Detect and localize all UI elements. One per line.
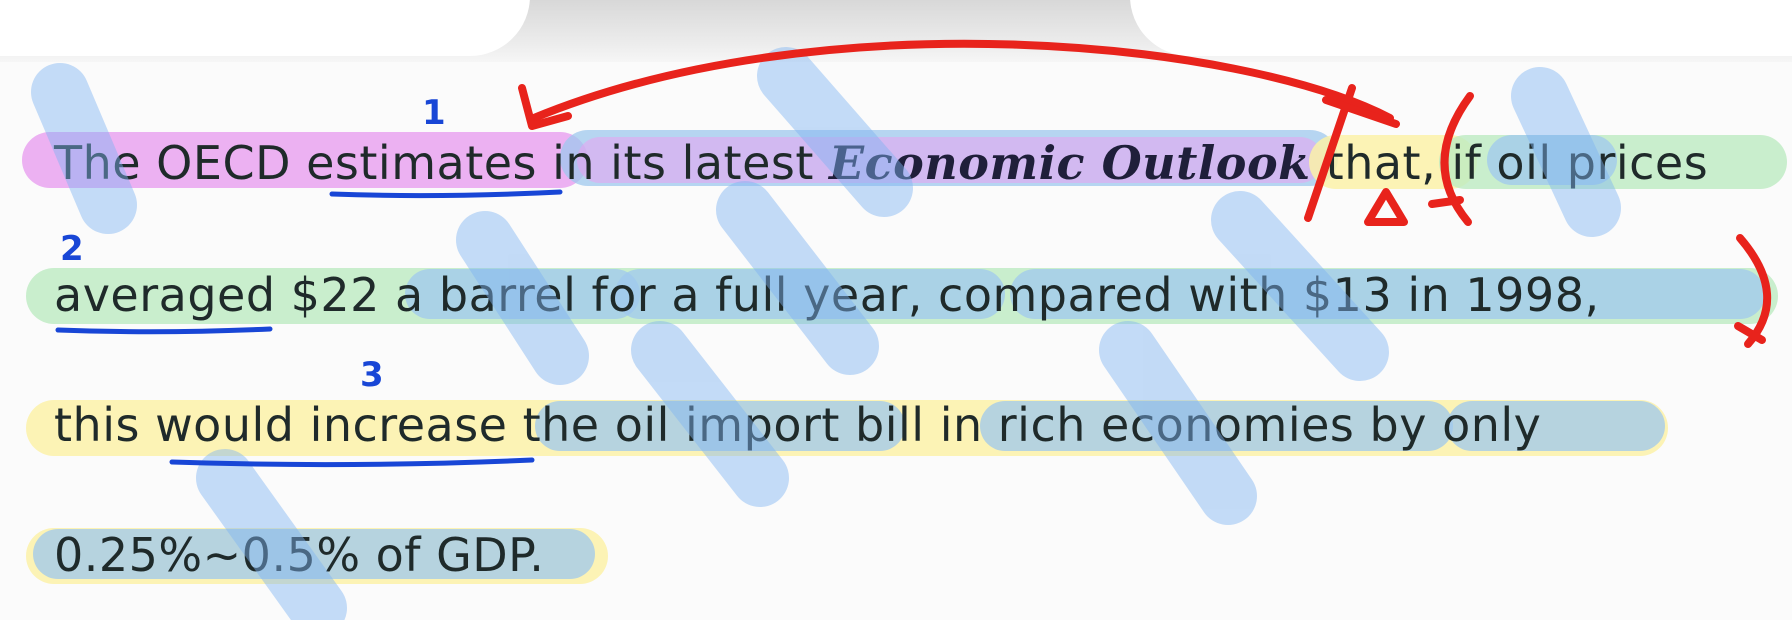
- red-caret-mark: [1364, 188, 1408, 226]
- sentence-line-3: this would increase the oil import bill …: [54, 398, 1541, 452]
- red-dash-mark: [1428, 196, 1464, 208]
- line1-part3: that, if oil prices: [1310, 136, 1709, 190]
- line1-part1: The OECD: [54, 136, 307, 190]
- line2-rest: $22 a barrel for a full year, compared w…: [275, 268, 1600, 322]
- red-open-parenthesis: [1440, 92, 1474, 226]
- red-dash-mark: [1734, 322, 1766, 344]
- slash-mark: [716, 181, 879, 375]
- verb-would-increase: would increase: [155, 398, 508, 452]
- verb-number-3: 3: [360, 355, 384, 395]
- red-arrow-curve: [530, 39, 1394, 122]
- slash-mark: [757, 47, 913, 217]
- publication-title: Economic Outlook: [829, 136, 1311, 190]
- sentence-line-2: averaged $22 a barrel for a full year, c…: [54, 268, 1600, 322]
- sentence-line-4: 0.25%~0.5% of GDP.: [54, 528, 544, 582]
- top-right-cutout: [1130, 0, 1792, 56]
- slash-mark: [1211, 191, 1389, 381]
- verb-number-1: 1: [422, 93, 446, 133]
- verb-underline: [55, 326, 273, 335]
- line4-text: 0.25%~0.5% of GDP.: [54, 528, 545, 582]
- verb-averaged: averaged: [54, 268, 276, 322]
- slash-mark: [1511, 67, 1621, 237]
- slash-mark: [456, 211, 589, 385]
- slash-mark: [31, 63, 137, 234]
- red-arrow-head: [518, 84, 572, 130]
- slash-mark: [631, 321, 789, 507]
- verb-underline: [329, 189, 563, 199]
- slash-mark: [196, 449, 347, 620]
- top-left-cutout: [0, 0, 530, 56]
- verb-number-2: 2: [60, 229, 84, 269]
- verb-estimates: estimates: [306, 136, 537, 190]
- line3-rest: the oil import bill in rich economies by…: [507, 398, 1542, 452]
- line3-part1: this: [54, 398, 156, 452]
- slash-mark: [1099, 321, 1257, 525]
- verb-underline: [169, 457, 535, 468]
- red-slash-mark: [1322, 96, 1400, 128]
- sentence-line-1: The OECD estimates in its latest Economi…: [54, 136, 1708, 190]
- line1-part2: in its latest: [537, 136, 830, 190]
